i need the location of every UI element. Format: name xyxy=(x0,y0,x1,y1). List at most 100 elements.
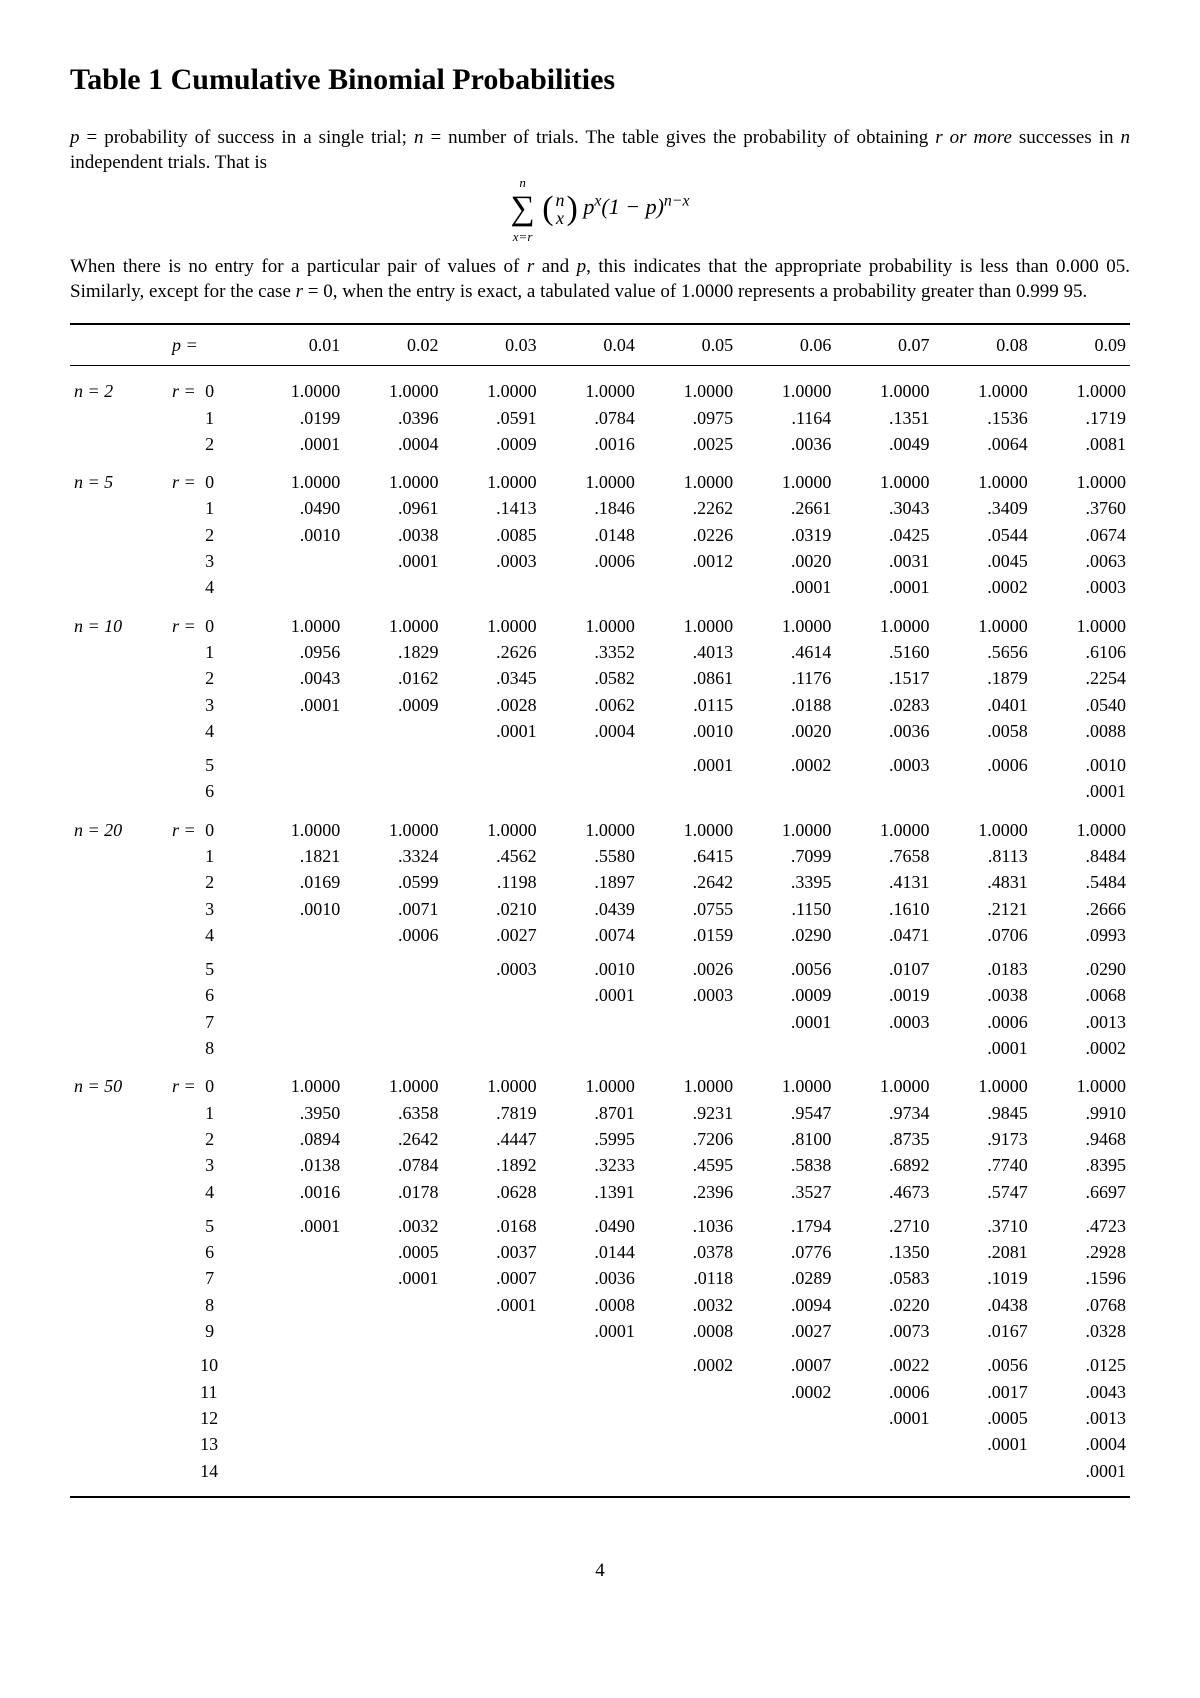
table-row: r = 1.1821.3324.4562.5580.6415.7099.7658… xyxy=(70,843,1130,869)
r-label: r = 3 xyxy=(168,548,246,574)
prob-cell: 1.0000 xyxy=(541,1073,639,1099)
prob-cell: .0162 xyxy=(344,665,442,691)
prob-cell xyxy=(344,778,442,804)
table-row: r = 4.0016.0178.0628.1391.2396.3527.4673… xyxy=(70,1179,1130,1205)
prob-cell: .1351 xyxy=(835,405,933,431)
prob-cell: 1.0000 xyxy=(246,613,344,639)
n-label xyxy=(70,1431,168,1457)
table-row: r = 5.0001.0032.0168.0490.1036.1794.2710… xyxy=(70,1213,1130,1239)
prob-cell: .0328 xyxy=(1032,1318,1130,1344)
table-row: r = 4.0006.0027.0074.0159.0290.0471.0706… xyxy=(70,922,1130,948)
prob-cell: .6106 xyxy=(1032,639,1130,665)
r-label: r = 5 xyxy=(168,1213,246,1239)
prob-cell: .0002 xyxy=(639,1352,737,1378)
prob-cell: .0001 xyxy=(737,574,835,600)
prob-cell: 1.0000 xyxy=(639,469,737,495)
prob-cell: .0674 xyxy=(1032,522,1130,548)
prob-cell xyxy=(442,1009,540,1035)
n-label xyxy=(70,843,168,869)
prob-cell: .0345 xyxy=(442,665,540,691)
prob-cell: .0038 xyxy=(344,522,442,548)
table-row: r = 13.0001.0004 xyxy=(70,1431,1130,1457)
prob-cell: .0115 xyxy=(639,692,737,718)
table-row: r = 4.0001.0001.0002.0003 xyxy=(70,574,1130,600)
prob-cell: .1536 xyxy=(934,405,1032,431)
prob-cell: 1.0000 xyxy=(442,817,540,843)
prob-cell xyxy=(934,1458,1032,1484)
prob-cell xyxy=(541,574,639,600)
table-row: r = 8.0001.0008.0032.0094.0220.0438.0768 xyxy=(70,1292,1130,1318)
prob-cell xyxy=(246,548,344,574)
prob-cell: .0628 xyxy=(442,1179,540,1205)
prob-cell xyxy=(737,1458,835,1484)
table-row: r = 8.0001.0002 xyxy=(70,1035,1130,1061)
prob-cell: .0107 xyxy=(835,956,933,982)
n-label xyxy=(70,1379,168,1405)
n-label xyxy=(70,1100,168,1126)
r-label: r = 4 xyxy=(168,922,246,948)
table-row: r = 6.0005.0037.0144.0378.0776.1350.2081… xyxy=(70,1239,1130,1265)
n-label xyxy=(70,922,168,948)
prob-cell: .0540 xyxy=(1032,692,1130,718)
prob-cell: .4131 xyxy=(835,869,933,895)
prob-cell: .1794 xyxy=(737,1213,835,1239)
prob-cell: .0290 xyxy=(1032,956,1130,982)
prob-cell: .9173 xyxy=(934,1126,1032,1152)
prob-cell: .0993 xyxy=(1032,922,1130,948)
prob-cell: .0188 xyxy=(737,692,835,718)
prob-cell xyxy=(344,1458,442,1484)
n-label xyxy=(70,778,168,804)
prob-cell: .0005 xyxy=(934,1405,1032,1431)
prob-cell: 1.0000 xyxy=(737,378,835,404)
prob-cell: 1.0000 xyxy=(639,817,737,843)
prob-cell: .0001 xyxy=(835,574,933,600)
var-p: p xyxy=(70,127,80,148)
prob-cell: .0001 xyxy=(639,752,737,778)
prob-cell: .8484 xyxy=(1032,843,1130,869)
table-row: n = 10r = 01.00001.00001.00001.00001.000… xyxy=(70,613,1130,639)
col-p4: 0.04 xyxy=(541,324,639,366)
table-row: n = 50r = 01.00001.00001.00001.00001.000… xyxy=(70,1073,1130,1099)
table-row: r = 11.0002.0006.0017.0043 xyxy=(70,1379,1130,1405)
prob-cell: .1846 xyxy=(541,495,639,521)
prob-cell: .0045 xyxy=(934,548,1032,574)
r-label: r = 12 xyxy=(168,1405,246,1431)
prob-cell: .0036 xyxy=(541,1265,639,1291)
table-row: r = 1.0490.0961.1413.1846.2262.2661.3043… xyxy=(70,495,1130,521)
col-p2: 0.02 xyxy=(344,324,442,366)
r-label: r = 8 xyxy=(168,1035,246,1061)
r-label: r = 1 xyxy=(168,639,246,665)
prob-cell: .0001 xyxy=(934,1431,1032,1457)
prob-cell: .0010 xyxy=(246,522,344,548)
prob-cell: .9734 xyxy=(835,1100,933,1126)
prob-cell xyxy=(835,1035,933,1061)
var-n2: n xyxy=(1121,127,1131,148)
prob-cell xyxy=(344,982,442,1008)
prob-cell: .0058 xyxy=(934,718,1032,744)
prob-cell: .1596 xyxy=(1032,1265,1130,1291)
table-row: r = 3.0138.0784.1892.3233.4595.5838.6892… xyxy=(70,1152,1130,1178)
table-row: r = 1.0956.1829.2626.3352.4013.4614.5160… xyxy=(70,639,1130,665)
table-row: r = 2.0010.0038.0085.0148.0226.0319.0425… xyxy=(70,522,1130,548)
prob-cell: .0026 xyxy=(639,956,737,982)
r-label: r = 7 xyxy=(168,1009,246,1035)
prob-cell xyxy=(934,778,1032,804)
r-label: r = 4 xyxy=(168,574,246,600)
prob-cell: .0004 xyxy=(541,718,639,744)
table-row: n = 5r = 01.00001.00001.00001.00001.0000… xyxy=(70,469,1130,495)
prob-cell: .1892 xyxy=(442,1152,540,1178)
prob-cell: .0073 xyxy=(835,1318,933,1344)
prob-cell: .1391 xyxy=(541,1179,639,1205)
n-label xyxy=(70,548,168,574)
r-label: r = 6 xyxy=(168,778,246,804)
prob-cell xyxy=(344,1035,442,1061)
prob-cell: 1.0000 xyxy=(639,378,737,404)
r-label: r = 6 xyxy=(168,982,246,1008)
prob-cell: .0599 xyxy=(344,869,442,895)
prob-cell: .7099 xyxy=(737,843,835,869)
prob-cell: .0001 xyxy=(737,1009,835,1035)
prob-cell: 1.0000 xyxy=(835,613,933,639)
prob-cell: .0028 xyxy=(442,692,540,718)
prob-cell xyxy=(246,1239,344,1265)
prob-cell xyxy=(344,1292,442,1318)
